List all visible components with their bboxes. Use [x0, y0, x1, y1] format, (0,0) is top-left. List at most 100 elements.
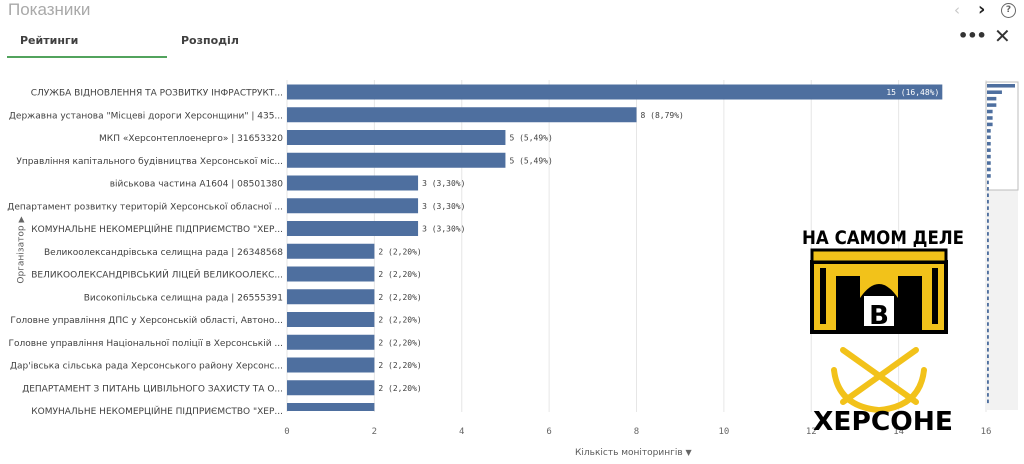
- x-tick-label: 0: [284, 427, 289, 437]
- data-labels: 15 (16,48%) 8 (8,79%) 5 (5,49%) 5 (5,49%) 3 …: [378, 88, 939, 393]
- bar[interactable]: [287, 312, 375, 327]
- bar[interactable]: [287, 289, 375, 305]
- minimap-bar: [987, 232, 989, 236]
- caret-down-icon: ▼: [685, 448, 692, 457]
- minimap-bar: [987, 302, 989, 307]
- chevron-left-icon[interactable]: ‹: [954, 1, 960, 19]
- minimap-bar: [987, 84, 1015, 88]
- bar[interactable]: [287, 266, 375, 282]
- data-label: 2 (2,20%): [378, 338, 421, 347]
- x-tick-label: 16: [981, 427, 992, 437]
- minimap-bar: [987, 322, 989, 326]
- category-label[interactable]: Головне управління ДПС у Херсонській обл…: [10, 316, 283, 326]
- minimap-bar: [987, 257, 989, 262]
- minimap-bar: [987, 141, 991, 146]
- data-label: 3 (3,30%): [422, 179, 465, 188]
- category-label[interactable]: Дар'івська сільська рада Херсонського ра…: [10, 362, 283, 372]
- minimap-bar: [987, 161, 991, 165]
- bar[interactable]: [287, 84, 943, 100]
- x-tick-label: 14: [893, 427, 904, 437]
- data-label: 3 (3,30%): [422, 202, 465, 211]
- bar-chart: СЛУЖБА ВІДНОВЛЕННЯ ТА РОЗВИТКУ ІНФРАСТРУ…: [7, 80, 1019, 437]
- minimap-bar: [987, 199, 989, 204]
- bar[interactable]: [287, 107, 637, 123]
- chevron-right-icon[interactable]: ›: [978, 0, 986, 20]
- x-tick-label: 12: [806, 427, 817, 437]
- y-axis-title-text: Організатор: [16, 225, 27, 284]
- minimap-bar: [987, 206, 989, 210]
- minimap-bar: [987, 399, 989, 404]
- minimap-bar: [987, 386, 989, 391]
- bar[interactable]: [287, 130, 506, 145]
- minimap-bar: [987, 270, 989, 275]
- category-label[interactable]: Високопільська селищна рада | 26555391: [84, 293, 283, 303]
- page-title: Показники: [8, 0, 91, 19]
- tab-distribution[interactable]: Розподіл: [181, 34, 239, 47]
- bar[interactable]: [287, 403, 375, 411]
- more-horizontal-icon[interactable]: •••: [958, 26, 987, 45]
- category-label[interactable]: Великоолександрівська селищна рада | 263…: [44, 248, 283, 258]
- bar[interactable]: [287, 243, 375, 259]
- bar[interactable]: [287, 357, 375, 373]
- bar[interactable]: [287, 334, 375, 350]
- x-axis-title-text: Кількість моніторингів: [575, 448, 683, 458]
- category-label[interactable]: Департамент розвитку територій Херсонськ…: [7, 202, 283, 212]
- minimap-bar: [987, 135, 991, 140]
- category-label[interactable]: Головне управління Національної поліції …: [8, 339, 283, 349]
- category-label[interactable]: військова частина А1604 | 08501380: [110, 180, 284, 190]
- minimap-bar: [987, 193, 989, 198]
- tab-bar: Рейтинги Розподіл: [0, 30, 1024, 58]
- category-label[interactable]: КОМУНАЛЬНЕ НЕКОМЕРЦІЙНЕ ПІДПРИЄМСТВО "ХЕ…: [31, 223, 283, 235]
- logo-center-letter: В: [869, 301, 889, 331]
- bar[interactable]: [287, 380, 375, 396]
- minimap-bar: [987, 90, 1002, 94]
- x-axis-ticks: 0 2 4 6 8 10 12 14 16: [284, 427, 991, 437]
- minimap-bar: [987, 187, 989, 191]
- data-label: 3 (3,30%): [422, 225, 465, 234]
- x-tick-label: 2: [372, 427, 377, 437]
- data-label: 2 (2,20%): [378, 384, 421, 393]
- close-icon[interactable]: ✕: [994, 24, 1011, 48]
- minimap-bar: [987, 373, 989, 378]
- minimap-bar: [987, 167, 991, 172]
- category-label[interactable]: МКП «Херсонтеплоенерго» | 31653320: [99, 134, 283, 144]
- minimap-bar: [987, 348, 989, 352]
- category-label[interactable]: КОМУНАЛЬНЕ НЕКОМЕРЦІЙНЕ ПІДПРИЄМСТВО "ХЕ…: [31, 405, 283, 417]
- minimap-bar: [987, 148, 991, 152]
- minimap-bar: [987, 290, 989, 294]
- minimap-bar: [987, 225, 989, 230]
- minimap-bar: [987, 328, 989, 333]
- bar[interactable]: [287, 198, 419, 214]
- minimap-bar: [987, 116, 993, 120]
- minimap-bar: [987, 393, 989, 397]
- minimap-bar: [987, 277, 989, 281]
- minimap-bar: [987, 309, 989, 313]
- data-label: 2 (2,20%): [378, 361, 421, 370]
- data-label: 5 (5,49%): [509, 134, 552, 143]
- data-label: 5 (5,49%): [509, 156, 552, 165]
- anchors-emblem-icon: [831, 347, 927, 413]
- category-label[interactable]: Державна установа "Місцеві дороги Херсон…: [9, 111, 283, 121]
- bar[interactable]: [287, 221, 419, 236]
- x-tick-label: 6: [546, 427, 551, 437]
- bar[interactable]: [287, 175, 419, 191]
- x-tick-label: 8: [634, 427, 639, 437]
- minimap-bar: [987, 180, 989, 185]
- x-axis-title[interactable]: Кількість моніторингів ▼: [575, 448, 692, 458]
- y-axis-title[interactable]: Організатор ▶: [17, 216, 27, 283]
- bar[interactable]: [287, 152, 506, 168]
- category-label[interactable]: ВЕЛИКООЛЕКСАНДРІВСЬКИЙ ЛІЦЕЙ ВЕЛИКООЛЕКС…: [31, 269, 283, 281]
- minimap-bar: [987, 360, 989, 365]
- help-icon[interactable]: ?: [1001, 3, 1016, 18]
- minimap-bar: [987, 354, 989, 359]
- tab-ratings[interactable]: Рейтинги: [20, 34, 79, 47]
- category-label[interactable]: ДЕПАРТАМЕНТ З ПИТАНЬ ЦИВІЛЬНОГО ЗАХИСТУ …: [22, 384, 283, 394]
- active-tab-indicator: [7, 56, 167, 58]
- data-label: 2 (2,20%): [378, 293, 421, 302]
- category-label[interactable]: СЛУЖБА ВІДНОВЛЕННЯ ТА РОЗВИТКУ ІНФРАСТРУ…: [31, 89, 283, 99]
- bars: [287, 84, 943, 411]
- data-label: 2 (2,20%): [378, 270, 421, 279]
- data-label: 2 (2,20%): [378, 316, 421, 325]
- minimap-bar: [987, 212, 989, 217]
- category-label[interactable]: Управління капітального будівництва Херс…: [16, 157, 283, 167]
